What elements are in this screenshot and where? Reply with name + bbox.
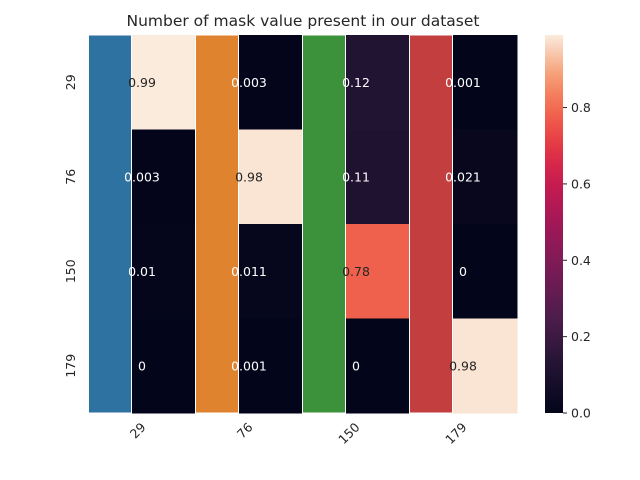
overlay-bars <box>88 34 453 414</box>
colorbar-tick-label: 0.8 <box>571 100 591 115</box>
colorbar-gradient <box>545 35 563 413</box>
cell-value-label: 0 <box>138 358 146 373</box>
overlay-bar <box>302 34 346 414</box>
cell-value-label: 0.99 <box>128 75 156 90</box>
cell-value-label: 0.001 <box>231 358 267 373</box>
overlay-bar <box>195 34 239 414</box>
cell-value-label: 0.003 <box>124 169 160 184</box>
cell-value-label: 0.001 <box>445 75 481 90</box>
cell-value-label: 0 <box>459 264 467 279</box>
cell-value-label: 0.78 <box>342 264 370 279</box>
colorbar-tick-label: 0.4 <box>571 253 591 268</box>
cell-value-label: 0.12 <box>342 75 370 90</box>
x-tick-label: 179 <box>442 419 470 447</box>
x-tick-label: 76 <box>234 419 256 441</box>
y-axis: 29 76 150 179 <box>63 74 78 377</box>
x-tick-label: 29 <box>127 419 149 441</box>
cell-value-label: 0.01 <box>128 264 156 279</box>
y-tick-label: 76 <box>63 169 78 185</box>
x-axis: 29 76 150 179 <box>127 419 470 447</box>
overlay-bar <box>88 34 132 414</box>
colorbar-tick-label: 0.2 <box>571 329 591 344</box>
colorbar-tick-label: 0.0 <box>571 406 591 421</box>
chart-title: Number of mask value present in our data… <box>126 12 479 30</box>
colorbar-tick-label: 0.6 <box>571 176 591 191</box>
cell-value-label: 0.98 <box>235 169 263 184</box>
cell-labels: 0.99 0.003 0.12 0.001 0.003 0.98 0.11 0.021 0.01… <box>124 75 481 374</box>
cell-value-label: 0.011 <box>231 264 267 279</box>
colorbar: 0.0 0.2 0.4 0.6 0.8 <box>545 35 591 421</box>
x-tick-label: 150 <box>335 419 363 447</box>
y-tick-label: 179 <box>63 354 78 378</box>
y-tick-label: 29 <box>63 74 78 90</box>
cell-value-label: 0.98 <box>449 358 477 373</box>
overlay-bar <box>409 34 453 414</box>
y-tick-label: 150 <box>63 259 78 283</box>
cell-value-label: 0.003 <box>231 75 267 90</box>
cell-value-label: 0 <box>352 358 360 373</box>
cell-value-label: 0.021 <box>445 169 481 184</box>
cell-value-label: 0.11 <box>342 169 370 184</box>
